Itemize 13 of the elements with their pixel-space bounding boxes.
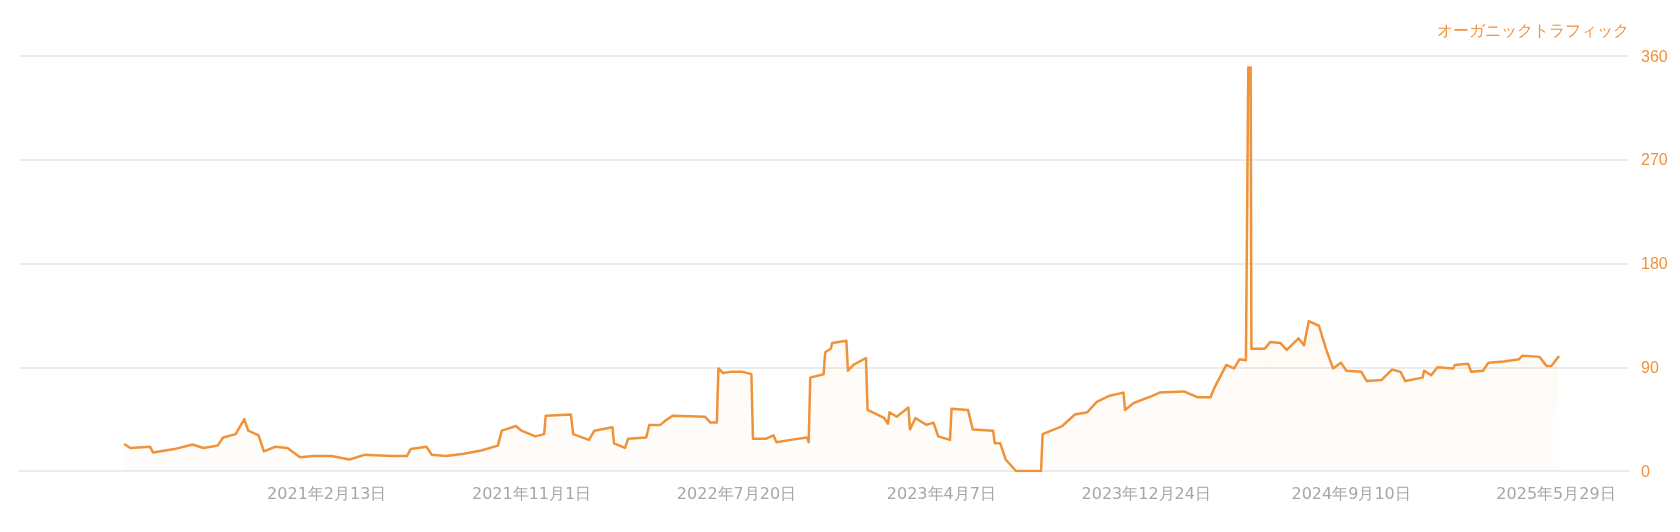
- x-tick-label: 2022年7月20日: [676, 483, 797, 503]
- x-tick-label: 2023年4月7日: [886, 483, 996, 503]
- x-tick-label: 2021年2月13日: [267, 483, 387, 503]
- x-tick-label: 2024年9月10日: [1291, 483, 1411, 503]
- y-tick-label: 90: [1641, 358, 1659, 376]
- y-axis-title: オーガニックトラフィック: [1437, 20, 1629, 40]
- y-tick-label: 270: [1641, 151, 1668, 169]
- y-tick-label: 360: [1641, 47, 1668, 65]
- y-tick-label: 180: [1641, 255, 1668, 272]
- x-tick-label: 2021年11月1日: [471, 483, 592, 503]
- x-tick-label: 2025年5月29日: [1496, 483, 1616, 503]
- x-tick-label: 2023年12月24日: [1081, 483, 1211, 503]
- y-tick-label: 0: [1641, 462, 1650, 480]
